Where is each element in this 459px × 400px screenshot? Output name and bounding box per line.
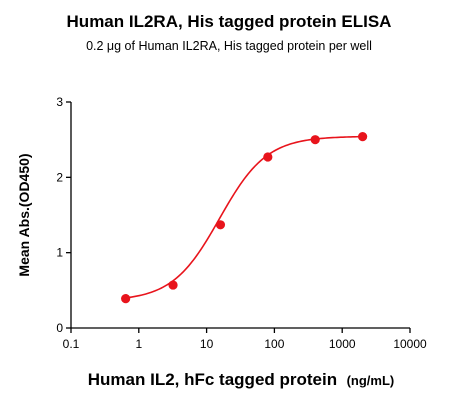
data-points [121, 132, 368, 304]
data-point [310, 135, 320, 145]
fit-curve [125, 135, 363, 299]
data-point [215, 220, 226, 230]
x-axis-label-main: Human IL2, hFc tagged protein [88, 370, 337, 389]
axes: 0 1 2 3 0.1 1 10 100 1000 10000 [56, 95, 427, 351]
data-point [263, 152, 273, 162]
x-tick-label: 100 [264, 337, 284, 351]
y-tick-label: 2 [56, 170, 63, 184]
data-point [121, 294, 131, 304]
y-axis-ticks: 0 1 2 3 [56, 95, 71, 335]
x-tick-label: 1 [135, 337, 142, 351]
x-tick-label: 10000 [393, 337, 427, 351]
y-tick-label: 3 [56, 95, 63, 109]
y-tick-label: 1 [56, 246, 63, 260]
x-tick-label: 1000 [329, 337, 356, 351]
x-tick-label: 10 [200, 337, 214, 351]
x-axis-label: Human IL2, hFc tagged protein (ng/mL) [88, 370, 394, 389]
chart-title: Human IL2RA, His tagged protein ELISA [67, 12, 392, 31]
x-tick-label: 0.1 [63, 337, 80, 351]
y-tick-label: 0 [56, 321, 63, 335]
y-axis-label: Mean Abs.(OD450) [16, 153, 32, 276]
x-axis-label-unit: (ng/mL) [347, 373, 395, 388]
data-point [168, 280, 178, 290]
x-axis-ticks: 0.1 1 10 100 1000 10000 [63, 328, 427, 351]
data-point [358, 132, 368, 142]
chart-subtitle: 0.2 μg of Human IL2RA, His tagged protei… [86, 39, 372, 53]
